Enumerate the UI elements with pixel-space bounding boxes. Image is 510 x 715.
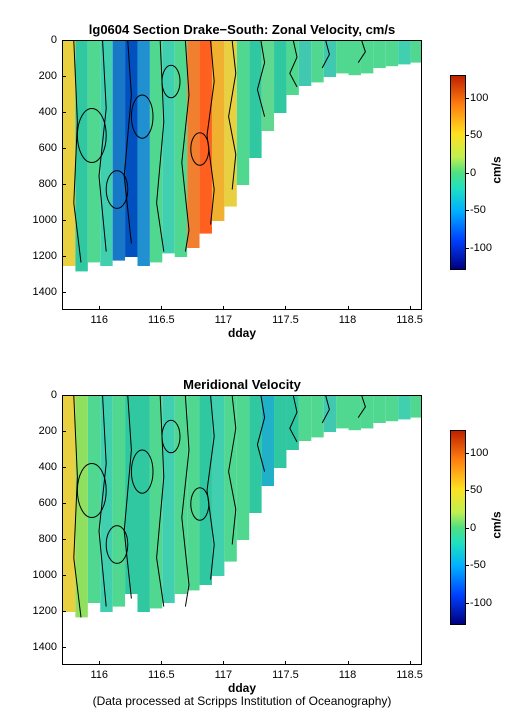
xtick-label: 116.5 <box>146 314 176 326</box>
ytick-label: 600 <box>39 142 57 154</box>
panel2-xlabel: dday <box>62 681 422 695</box>
colorbar-1 <box>450 75 466 270</box>
ytick-label: 1000 <box>33 214 57 226</box>
xtick-label: 117.5 <box>270 314 300 326</box>
ytick-label: 1200 <box>33 605 57 617</box>
panel2-title: Meridional Velocity <box>62 377 422 392</box>
panel1-xlabel: dday <box>62 326 422 340</box>
colorbar-2 <box>450 430 466 625</box>
xtick-label: 117 <box>208 314 238 326</box>
ytick-label: 0 <box>51 389 57 401</box>
ytick-label: 1400 <box>33 641 57 653</box>
ytick-label: 400 <box>39 461 57 473</box>
footer-credit: (Data processed at Scripps Institution o… <box>62 694 422 708</box>
ytick-label: 1400 <box>33 286 57 298</box>
ytick-label: 800 <box>39 178 57 190</box>
colorbar-tick-label: 50 <box>470 484 482 496</box>
xtick-label: 117.5 <box>270 669 300 681</box>
ytick-label: 200 <box>39 70 57 82</box>
colorbar-1-label: cm/s <box>490 156 504 183</box>
xtick-label: 117 <box>208 669 238 681</box>
xtick-label: 118.5 <box>395 669 425 681</box>
ytick-label: 600 <box>39 497 57 509</box>
colorbar-tick-label: -50 <box>470 204 486 216</box>
ytick-label: 400 <box>39 106 57 118</box>
colorbar-tick-label: 100 <box>470 447 488 459</box>
colorbar-tick-label: 100 <box>470 92 488 104</box>
xtick-label: 116 <box>84 314 114 326</box>
colorbar-2-label: cm/s <box>490 511 504 538</box>
colorbar-tick-label: -100 <box>470 242 492 254</box>
ytick-label: 800 <box>39 533 57 545</box>
colorbar-tick-label: -50 <box>470 559 486 571</box>
xtick-label: 118 <box>333 314 363 326</box>
xtick-label: 118.5 <box>395 314 425 326</box>
colorbar-tick-label: 50 <box>470 129 482 141</box>
ytick-label: 1000 <box>33 569 57 581</box>
colorbar-tick-label: -100 <box>470 597 492 609</box>
ytick-label: 1200 <box>33 250 57 262</box>
ytick-label: 200 <box>39 425 57 437</box>
xtick-label: 116.5 <box>146 669 176 681</box>
colorbar-tick-label: 0 <box>470 167 476 179</box>
panel1-title: lg0604 Section Drake−South: Zonal Veloci… <box>62 22 422 37</box>
colorbar-tick-label: 0 <box>470 522 476 534</box>
xtick-label: 118 <box>333 669 363 681</box>
panel1-plot-area <box>62 40 422 310</box>
panel2-plot-area <box>62 395 422 665</box>
xtick-label: 116 <box>84 669 114 681</box>
ytick-label: 0 <box>51 34 57 46</box>
